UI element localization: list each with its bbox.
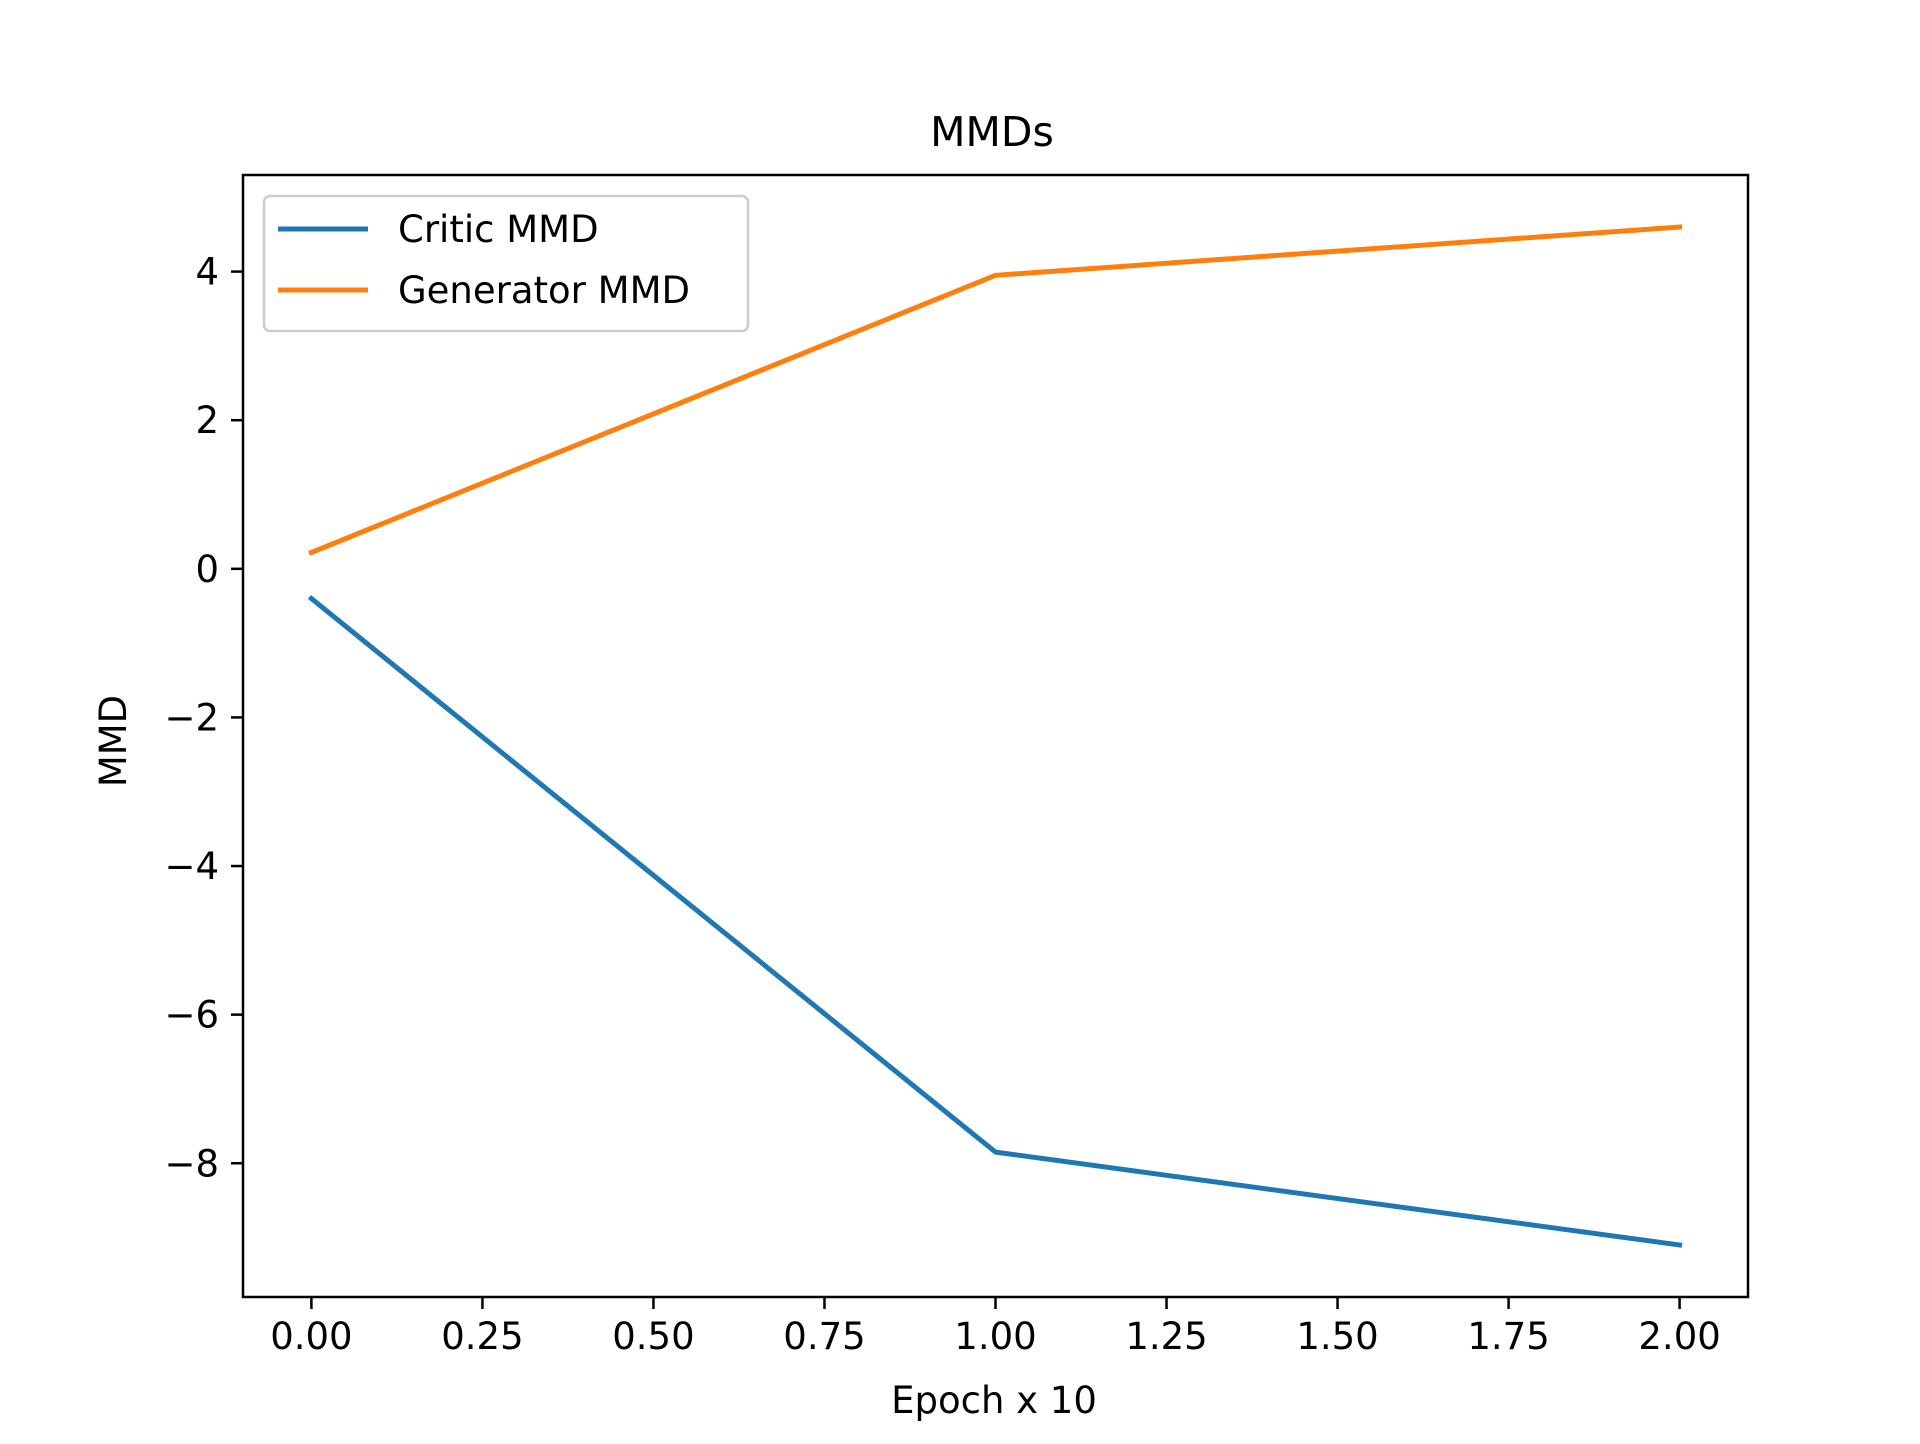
x-tick-label: 0.75 [783, 1315, 865, 1358]
series-line-critic-mmd [307, 595, 1683, 1248]
y-tick-label: −8 [164, 1142, 219, 1185]
series-lines [307, 224, 1683, 1248]
x-axis-label: Epoch x 10 [891, 1379, 1097, 1422]
legend-label: Generator MMD [398, 269, 690, 312]
legend-frame [262, 194, 750, 333]
x-tick-label: 0.00 [270, 1315, 352, 1358]
y-tick-label: −2 [164, 696, 219, 739]
x-tick-label: 1.50 [1296, 1315, 1378, 1358]
y-axis-ticks: −8 −6 −4 −2 0 2 4 [164, 251, 243, 1185]
y-axis-label: MMD [92, 695, 135, 787]
x-tick-label: 0.25 [441, 1315, 523, 1358]
x-tick-label: 0.50 [612, 1315, 694, 1358]
x-tick-label: 1.75 [1467, 1315, 1549, 1358]
chart-title: MMDs [930, 108, 1054, 156]
plot-frame [241, 173, 1750, 1299]
y-tick-label: −6 [164, 994, 219, 1037]
x-tick-label: 1.00 [954, 1315, 1036, 1358]
x-axis-ticks: 0.00 0.25 0.50 0.75 1.00 1.25 1.50 1.75 2.00 [270, 1297, 1721, 1358]
y-tick-label: 4 [195, 251, 219, 294]
y-tick-label: 2 [195, 399, 219, 442]
x-tick-label: 2.00 [1638, 1315, 1720, 1358]
x-tick-label: 1.25 [1125, 1315, 1207, 1358]
legend-label: Critic MMD [398, 208, 599, 251]
y-tick-label: −4 [164, 845, 219, 888]
y-tick-label: 0 [195, 548, 219, 591]
series-line-generator-mmd [308, 224, 1683, 556]
legend: Critic MMD Generator MMD [262, 194, 750, 333]
